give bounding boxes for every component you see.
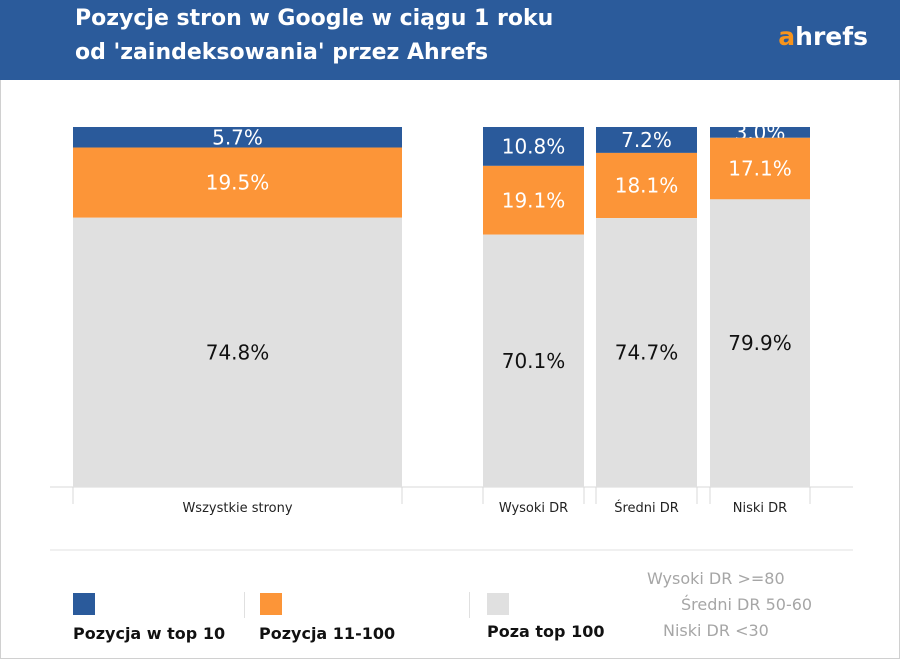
data-label-top10: 5.7% — [212, 125, 263, 149]
bar-segment-11-100 — [483, 165, 584, 235]
data-label-11-100: 18.1% — [615, 174, 679, 198]
data-label-beyond100: 70.1% — [502, 349, 566, 373]
chart-title-line-2: od 'zaindeksowania' przez Ahrefs — [75, 40, 489, 65]
bar-segment-beyond100 — [596, 218, 697, 487]
logo-letter-a: a — [778, 22, 796, 51]
bar-segment-top10 — [73, 127, 402, 148]
category-label: Średni DR — [614, 500, 679, 516]
bar-segment-beyond100 — [483, 234, 584, 487]
category-labels-group: Wszystkie strony Wysoki DR Średni DR Niski … — [72, 487, 811, 516]
data-label-11-100: 17.1% — [728, 157, 792, 181]
bar-segment-top10 — [483, 127, 584, 166]
data-label-beyond100: 74.8% — [206, 340, 270, 364]
legend-swatch-11-100 — [260, 593, 282, 615]
data-label-11-100: 19.1% — [502, 188, 566, 212]
data-label-11-100: 19.5% — [206, 171, 270, 195]
legend-swatch-top10 — [73, 593, 95, 615]
chart-title-line-1: Pozycje stron w Google w ciągu 1 roku — [75, 6, 554, 31]
bar-segment-beyond100 — [73, 217, 402, 487]
ahrefs-logo: ahrefs — [778, 22, 868, 51]
category-label: Wysoki DR — [499, 501, 568, 516]
legend-separator — [469, 592, 470, 618]
legend-label-beyond100: Poza top 100 — [487, 622, 605, 641]
category-label: Wszystkie strony — [182, 501, 292, 516]
bar-segment-beyond100 — [710, 199, 810, 488]
legend-separator — [244, 592, 245, 618]
bar-segment-11-100 — [710, 137, 810, 200]
dr-note-mid: Średni DR 50-60 — [681, 595, 813, 614]
dr-note-low: Niski DR <30 — [663, 621, 769, 640]
data-label-beyond100: 79.9% — [728, 331, 792, 355]
legend-label-11-100: Pozycja 11-100 — [259, 624, 396, 643]
bar-segment-top10 — [710, 127, 810, 138]
legend-swatch-beyond100 — [487, 593, 509, 615]
data-label-top10: 10.8% — [502, 134, 566, 158]
category-label: Niski DR — [733, 501, 787, 516]
data-label-top10: 7.2% — [621, 128, 672, 152]
data-label-beyond100: 74.7% — [615, 341, 679, 365]
dr-note-high: Wysoki DR >=80 — [647, 569, 785, 588]
bar-segment-top10 — [596, 127, 697, 153]
bar-segment-11-100 — [73, 147, 402, 218]
bar-segment-11-100 — [596, 152, 697, 219]
header-bar: Pozycje stron w Google w ciągu 1 roku od… — [0, 0, 900, 80]
legend-label-top10: Pozycja w top 10 — [73, 624, 226, 643]
logo-text: hrefs — [795, 22, 868, 51]
bars-group: 5.7% 19.5% 74.8% 10.8% 19.1% 70.1% 7.2% 18.1% 74… — [73, 120, 810, 488]
